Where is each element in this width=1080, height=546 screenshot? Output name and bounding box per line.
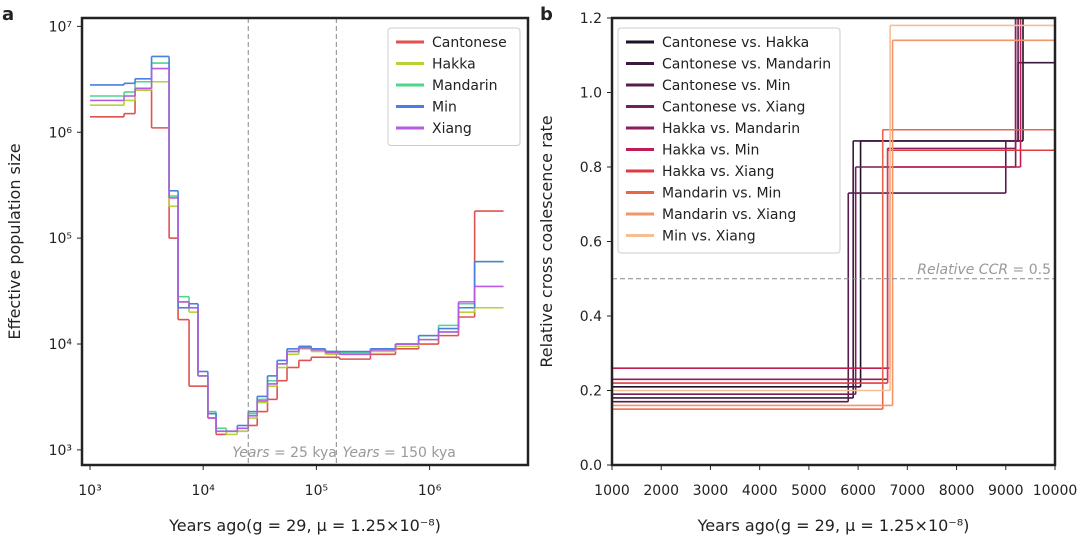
panel-label: a [2,4,14,25]
legend-box [617,27,841,254]
plot-area [612,18,1055,410]
x-tick-label: 10000 [1033,483,1078,499]
y-tick-label: 1.2 [580,11,602,27]
legend-box [387,27,521,146]
x-tick-label: 10³ [78,483,101,499]
y-axis-label: Effective population size [5,143,24,339]
series-line [89,67,504,433]
x-tick-label: 4000 [742,483,778,499]
y-tick-label: 1.0 [580,86,602,102]
annotation-text: = 150 kya [380,445,456,461]
y-tick-label: 0.0 [580,458,602,474]
plot-frame [80,16,530,467]
x-tick-label: 10⁴ [191,483,215,499]
series-line [612,39,1055,407]
legend-label: Min vs. Xiang [662,229,756,245]
legend-label: Cantonese [432,35,507,51]
y-tick-label: 0.2 [580,384,602,400]
annotation: Years = 25 kya [232,445,337,461]
legend-label: Hakka vs. Min [662,143,759,159]
x-tick-label: 6000 [840,483,876,499]
annotation: Relative CCR = 0.5 [917,262,1051,278]
y-tick-label: 0.8 [580,160,602,176]
x-tick-label: 1000 [594,483,630,499]
x-tick-label: 9000 [988,483,1024,499]
x-axis-label: Years ago(g = 29, μ = 1.25×10⁻⁸) [697,516,970,535]
annotation-text: = 25 kya [270,445,337,461]
x-tick-label: 7000 [890,483,926,499]
series-line [612,24,1055,392]
annotation: Years = 150 kya [342,445,456,461]
y-tick-label: 10⁶ [49,125,73,141]
legend-label: Cantonese vs. Mandarin [662,57,831,73]
legend-label: Hakka [432,57,476,73]
x-tick-label: 10⁵ [305,483,328,499]
annotation-italic: Relative CCR [917,262,1008,278]
y-axis-label: Relative cross coalescence rate [537,115,556,367]
annotation-italic: Years [232,445,269,461]
y-tick-label: 0.6 [580,235,602,251]
y-tick-label: 10³ [49,443,72,459]
x-tick-label: 10⁶ [418,483,442,499]
series-line [612,149,1055,384]
legend-label: Cantonese vs. Xiang [662,100,805,116]
legend-label: Hakka vs. Mandarin [662,121,800,137]
y-tick-label: 10⁴ [49,337,73,353]
legend-label: Hakka vs. Xiang [662,164,774,180]
y-tick-label: 0.4 [580,309,602,325]
series-line [612,128,1055,410]
legend-label: Mandarin vs. Xiang [662,207,796,223]
annotation-italic: Years [342,445,379,461]
plot-area [89,55,504,436]
annotation-text: = 0.5 [1008,262,1051,278]
y-tick-label: 10⁷ [49,19,72,35]
x-tick-label: 2000 [643,483,679,499]
plot-frame [610,16,1057,467]
legend-label: Mandarin [432,78,498,94]
y-tick-label: 10⁵ [49,231,72,247]
x-tick-label: 5000 [791,483,827,499]
legend-label: Min [432,100,457,116]
x-axis-label: Years ago(g = 29, μ = 1.25×10⁻⁸) [168,516,441,535]
x-tick-label: 8000 [939,483,975,499]
panel-label: b [540,4,553,25]
legend-label: Cantonese vs. Min [662,78,790,94]
legend-label: Xiang [432,121,472,137]
x-tick-label: 3000 [693,483,729,499]
legend-label: Mandarin vs. Min [662,186,781,202]
legend-label: Cantonese vs. Hakka [662,35,809,51]
